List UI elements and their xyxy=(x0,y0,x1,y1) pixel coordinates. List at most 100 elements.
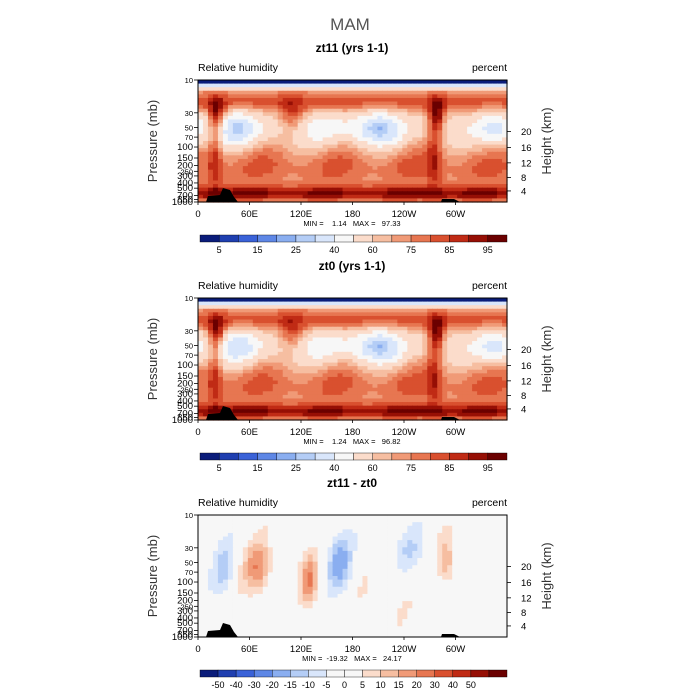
field-cell xyxy=(237,87,244,92)
field-cell xyxy=(227,126,234,131)
field-cell xyxy=(232,398,239,403)
field-cell xyxy=(302,305,309,310)
field-cell xyxy=(262,123,269,128)
field-cell xyxy=(482,351,488,357)
field-cell xyxy=(362,376,369,382)
field-cell xyxy=(327,162,334,167)
field-cell xyxy=(442,409,448,414)
field-cell xyxy=(452,373,458,378)
field-cell xyxy=(267,529,274,534)
field-cell xyxy=(262,176,269,182)
field-cell xyxy=(502,391,508,396)
field-cell xyxy=(202,187,209,192)
field-cell xyxy=(237,384,244,389)
field-cell xyxy=(277,87,284,92)
field-cell xyxy=(467,387,473,392)
field-cell xyxy=(262,518,269,523)
chart-panel: zt11 (yrs 1-1)Relative humidity percent10… xyxy=(145,41,554,255)
field-cell xyxy=(477,301,483,306)
field-cell xyxy=(357,515,364,520)
field-cell xyxy=(407,515,413,520)
field-cell xyxy=(397,298,403,303)
field-cell xyxy=(432,369,438,374)
field-cell xyxy=(357,416,364,421)
field-cell xyxy=(198,525,204,530)
field-cell xyxy=(327,525,334,530)
field-cell xyxy=(442,359,448,364)
field-cell xyxy=(252,112,259,117)
field-cell xyxy=(397,133,403,139)
field-cell xyxy=(362,148,369,153)
field-cell xyxy=(297,158,304,164)
field-cell xyxy=(212,384,219,389)
field-cell xyxy=(477,101,483,106)
field-cell xyxy=(292,308,299,313)
field-cell xyxy=(267,398,274,403)
field-cell xyxy=(262,126,269,131)
field-cell xyxy=(412,162,418,167)
field-cell xyxy=(472,133,478,139)
field-cell xyxy=(217,348,224,353)
field-cell xyxy=(198,391,204,396)
field-cell xyxy=(462,105,468,110)
field-cell xyxy=(462,515,468,520)
field-cell xyxy=(202,387,209,392)
field-cell xyxy=(372,540,379,545)
field-cell xyxy=(417,187,423,192)
field-cell xyxy=(417,90,423,95)
field-cell xyxy=(487,398,493,403)
field-cell xyxy=(207,376,214,382)
field-cell xyxy=(292,337,299,342)
field-cell xyxy=(452,187,458,192)
field-cell xyxy=(457,151,463,156)
field-cell xyxy=(232,333,239,339)
field-cell xyxy=(462,194,468,200)
field-cell xyxy=(222,319,229,324)
field-cell xyxy=(402,130,408,135)
field-cell xyxy=(302,373,309,378)
field-cell xyxy=(292,298,299,303)
field-cell xyxy=(292,384,299,389)
field-cell xyxy=(372,158,379,164)
field-cell xyxy=(332,101,339,106)
field-cell xyxy=(302,543,309,548)
field-cell xyxy=(397,105,403,110)
field-cell xyxy=(317,187,324,192)
field-cell xyxy=(437,330,443,335)
field-cell xyxy=(277,141,284,146)
field-cell xyxy=(392,94,398,99)
field-cell xyxy=(477,184,483,189)
field-cell xyxy=(332,180,339,185)
field-cell xyxy=(437,312,443,317)
field-cell xyxy=(367,137,374,142)
field-cell xyxy=(342,126,349,131)
field-cell xyxy=(407,398,413,403)
field-cell xyxy=(482,148,488,153)
field-cell xyxy=(207,366,214,371)
field-cell xyxy=(337,341,344,346)
field-cell xyxy=(437,398,443,403)
field-cell xyxy=(247,137,254,142)
field-cell xyxy=(237,515,244,520)
field-cell xyxy=(198,144,204,149)
field-cell xyxy=(367,359,374,364)
field-cell xyxy=(477,87,483,92)
field-cell xyxy=(227,187,234,192)
field-cell xyxy=(447,158,453,164)
field-cell xyxy=(242,391,249,396)
field-cell xyxy=(332,148,339,153)
field-cell xyxy=(222,366,229,371)
field-cell xyxy=(242,123,249,128)
field-cell xyxy=(347,101,354,106)
field-cell xyxy=(332,518,339,523)
field-cell xyxy=(247,305,254,310)
field-cell xyxy=(412,151,418,156)
field-cell xyxy=(198,380,204,385)
field-cell xyxy=(437,173,443,178)
field-cell xyxy=(352,198,359,203)
field-cell xyxy=(322,529,329,534)
field-cell xyxy=(452,133,458,139)
field-cell xyxy=(267,166,274,171)
field-cell xyxy=(447,518,453,523)
field-cell xyxy=(237,355,244,360)
